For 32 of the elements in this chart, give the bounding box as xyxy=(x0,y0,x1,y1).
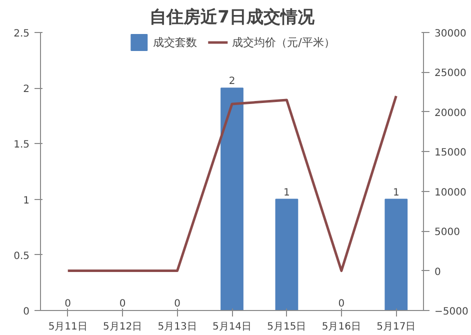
data-label: 0 xyxy=(64,298,72,310)
y-tick-label: 1.5 xyxy=(14,140,30,151)
y2-tick-label: 0 xyxy=(434,266,441,278)
y2-tick-label: 20000 xyxy=(434,108,466,119)
x-tick-label: 5月17日 xyxy=(376,322,416,332)
x-tick-label: 5月12日 xyxy=(103,322,142,332)
chart-title: 自住房近7日成交情况 xyxy=(150,8,316,28)
data-label: 1 xyxy=(392,187,400,198)
data-label: 2 xyxy=(228,76,236,88)
y-tick-label: 2 xyxy=(23,84,30,96)
y2-tick-label: 15000 xyxy=(434,148,466,159)
legend-label: 成交均价（元/平米） xyxy=(232,34,335,50)
x-tick-label: 5月13日 xyxy=(158,322,197,332)
y-tick-label: 1 xyxy=(23,195,30,206)
y2-tick-label: 5000 xyxy=(434,227,460,238)
x-tick-label: 5月15日 xyxy=(267,322,306,332)
y2-tick-label: −5000 xyxy=(434,306,468,318)
y-tick-label: 2.5 xyxy=(14,28,30,40)
legend-label: 成交套数 xyxy=(153,34,198,50)
y2-tick-label: 30000 xyxy=(434,28,466,40)
data-label: 0 xyxy=(338,298,345,310)
x-tick-label: 5月16日 xyxy=(322,322,361,332)
y-tick-label: 0.5 xyxy=(14,250,30,262)
x-tick-label: 5月11日 xyxy=(48,322,88,332)
data-label: 0 xyxy=(119,298,126,310)
y-tick-label: 0 xyxy=(23,306,30,318)
line-series xyxy=(66,94,398,272)
data-label: 1 xyxy=(284,187,290,198)
y2-tick-label: 25000 xyxy=(434,68,466,80)
data-label: 0 xyxy=(174,298,180,310)
x-tick-label: 5月14日 xyxy=(212,322,252,332)
y2-tick-label: 10000 xyxy=(434,187,466,198)
